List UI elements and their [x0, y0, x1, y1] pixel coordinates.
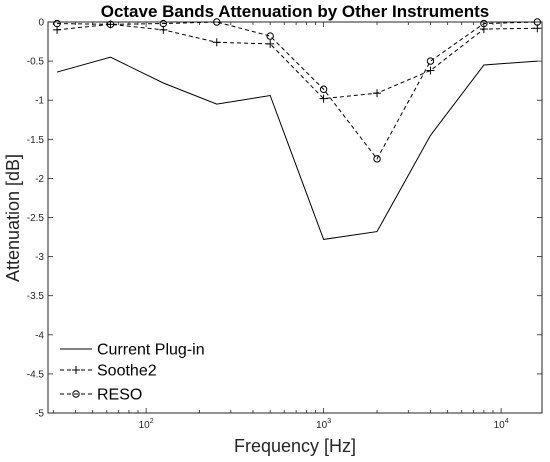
data-point	[159, 19, 168, 28]
y-axis-ticks: 0 -0.5 -1 -1.5 -2 -2.5 -3 -3.5 -4 -4.5 -5	[27, 18, 542, 420]
series-0	[56, 56, 538, 240]
legend-item: Soothe2	[60, 363, 157, 380]
y-tick-label: -4.5	[27, 369, 45, 380]
data-point	[426, 57, 435, 65]
data-point	[426, 66, 435, 75]
legend-item: RESO	[60, 387, 142, 404]
data-point	[212, 38, 221, 47]
y-tick-label: -2.5	[27, 213, 45, 224]
series-layer	[53, 18, 542, 240]
data-point	[480, 19, 488, 28]
legend-label: Current Plug-in	[97, 342, 205, 359]
data-point	[319, 94, 328, 103]
series-2	[53, 18, 542, 163]
series-line	[57, 21, 538, 160]
data-point	[53, 19, 61, 28]
y-tick-label: -4	[35, 330, 44, 341]
data-point	[213, 18, 221, 26]
legend-item: Current Plug-in	[60, 342, 205, 359]
legend-marker	[72, 390, 80, 398]
legend-label: RESO	[97, 387, 142, 404]
data-point	[373, 155, 381, 163]
y-axis-label: Attenuation [dB]	[3, 154, 23, 282]
y-tick-label: -3	[35, 252, 44, 263]
data-point	[479, 25, 488, 34]
data-point	[266, 39, 275, 48]
x-axis-label: Frequency [Hz]	[234, 436, 356, 456]
legend-marker	[72, 366, 80, 374]
y-tick-label: -2	[35, 174, 44, 185]
series-line	[56, 56, 538, 240]
data-point	[319, 85, 328, 93]
data-point	[533, 18, 542, 26]
y-tick-label: -1.5	[27, 135, 45, 146]
plot-area: 102 103 104 0 -0.5 -1 -1.5 -2 -2.5 -3 -3.5 -4 -4.5 -…	[27, 18, 543, 431]
series-1	[53, 20, 542, 103]
y-tick-label: -0.5	[27, 57, 45, 68]
x-axis-ticks: 102 103 104	[52, 22, 509, 431]
x-tick-label: 104	[494, 418, 509, 431]
data-point	[266, 32, 274, 40]
legend: Current Plug-in Soothe2 RESO	[60, 342, 205, 404]
data-point	[106, 20, 115, 29]
legend-label: Soothe2	[97, 363, 157, 380]
chart-title: Octave Bands Attenuation by Other Instru…	[101, 2, 490, 21]
x-tick-label: 103	[316, 418, 331, 431]
y-tick-label: -1	[35, 96, 44, 107]
series-line	[57, 23, 538, 100]
y-tick-label: 0	[38, 18, 44, 29]
y-tick-label: -5	[35, 409, 44, 420]
y-tick-label: -3.5	[27, 291, 45, 302]
data-point	[373, 89, 382, 98]
x-tick-label: 102	[139, 418, 154, 431]
